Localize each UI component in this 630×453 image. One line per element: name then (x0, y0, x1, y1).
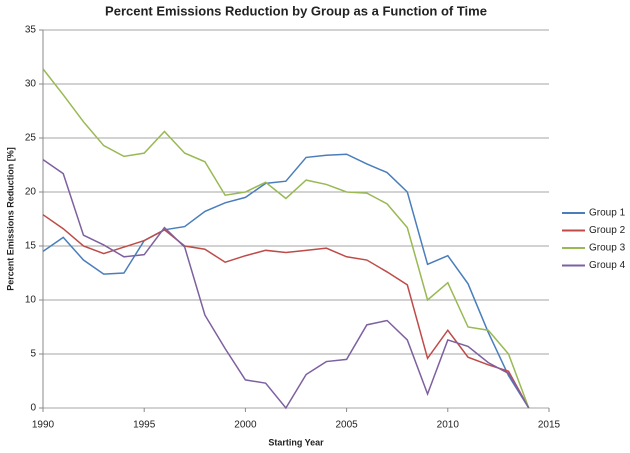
x-tick-label: 1990 (32, 420, 55, 431)
x-tick-label: 1995 (133, 420, 156, 431)
y-tick-label: 25 (25, 133, 37, 144)
series-line (42, 158, 530, 410)
y-tick-label: 20 (25, 187, 37, 198)
x-tick-label: 2015 (538, 420, 561, 431)
legend-label: Group 3 (589, 243, 626, 254)
chart-title: Percent Emissions Reduction by Group as … (105, 3, 487, 18)
y-tick-label: 5 (30, 349, 36, 360)
y-tick-label: 30 (25, 79, 37, 90)
y-axis-title: Percent Emissions Reduction [%] (5, 147, 15, 291)
legend-label: Group 1 (589, 208, 626, 219)
y-tick-label: 15 (25, 241, 37, 252)
x-tick-label: 2005 (335, 420, 358, 431)
y-tick-label: 35 (25, 25, 37, 36)
series-line (42, 153, 530, 409)
legend-label: Group 2 (589, 225, 626, 236)
series-line (42, 214, 530, 409)
series-line (42, 68, 530, 409)
x-tick-label: 2010 (437, 420, 460, 431)
x-tick-label: 2000 (234, 420, 257, 431)
legend-label: Group 4 (589, 260, 626, 271)
x-axis-title: Starting Year (268, 437, 324, 447)
y-tick-label: 0 (30, 403, 36, 414)
y-tick-label: 10 (25, 295, 37, 306)
